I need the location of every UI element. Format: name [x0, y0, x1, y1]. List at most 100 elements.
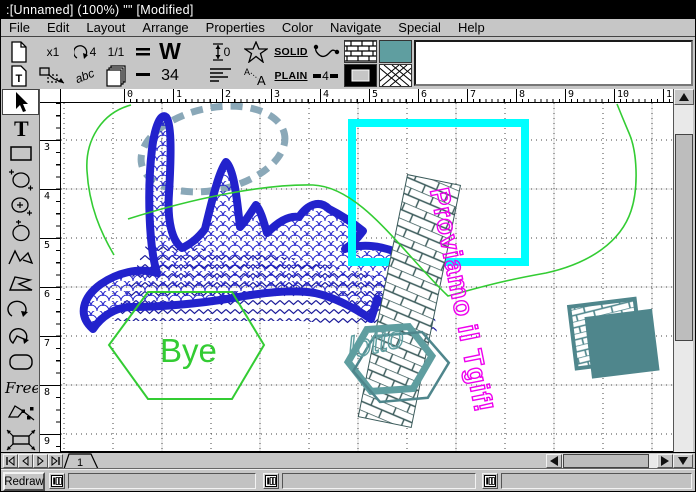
- scale-icon: [6, 429, 35, 451]
- font-size-icon: A A: [244, 67, 266, 86]
- ruler-number: 6: [44, 289, 51, 300]
- ruler-number: 5: [372, 89, 379, 100]
- freehand-icon: Free: [4, 379, 38, 397]
- rotate-arrow-icon: [73, 44, 88, 59]
- line-width-button[interactable]: [133, 40, 153, 63]
- vspace-button[interactable]: 0: [205, 40, 237, 63]
- tool-rectangle[interactable]: [2, 141, 39, 167]
- horizontal-scroll-thumb[interactable]: [563, 454, 649, 468]
- new-page-button[interactable]: [5, 40, 33, 63]
- tool-scale[interactable]: [2, 427, 39, 453]
- scroll-down-button[interactable]: [673, 454, 693, 468]
- next-page-button[interactable]: [33, 454, 48, 468]
- move-button[interactable]: [37, 64, 67, 87]
- tool-arc-ccw[interactable]: [2, 297, 39, 323]
- ruler-number: 2: [225, 89, 232, 100]
- status-panel-toggle-3[interactable]: [482, 473, 498, 489]
- prev-page-button[interactable]: [18, 454, 33, 468]
- scroll-up-button[interactable]: [674, 89, 694, 105]
- menu-properties[interactable]: Properties: [205, 20, 265, 35]
- tool-arc-corner[interactable]: [2, 167, 39, 193]
- text-page-button[interactable]: T: [5, 64, 33, 87]
- teal-thick-hexagon-shape[interactable]: [343, 322, 437, 396]
- text-align-button[interactable]: [205, 64, 237, 87]
- green-arc-shape[interactable]: [86, 104, 132, 256]
- fill-pattern-swatch[interactable]: [344, 40, 377, 63]
- pen-style-button[interactable]: SOLID: [274, 45, 308, 58]
- shape-button[interactable]: [241, 40, 271, 63]
- menu-help[interactable]: Help: [457, 20, 485, 35]
- status-panel-3: [501, 473, 692, 489]
- teal-card-front[interactable]: [584, 308, 660, 379]
- scroll-right-button[interactable]: [657, 454, 673, 468]
- brick-banner-shape[interactable]: [357, 174, 462, 429]
- green-spline-shape[interactable]: [127, 103, 637, 297]
- svg-text:T: T: [16, 73, 23, 85]
- line-width2-button[interactable]: [133, 64, 153, 87]
- bezier-curve-icon: [313, 44, 339, 57]
- menu-special[interactable]: Special: [398, 20, 441, 35]
- last-page-button[interactable]: [48, 454, 63, 468]
- scroll-left-button[interactable]: [546, 454, 562, 468]
- canvas-art: Proviamo il Tgif! Bye lotto: [61, 103, 673, 451]
- stacked-pages-button[interactable]: [101, 64, 131, 87]
- fill-style-icon: [345, 65, 376, 86]
- tool-edit-vertex[interactable]: [2, 401, 39, 427]
- ruler-number: 1: [176, 89, 183, 100]
- hexagon-text[interactable]: Bye: [160, 332, 217, 369]
- spline-button[interactable]: [309, 40, 342, 63]
- teal-cards-shape[interactable]: [566, 296, 660, 380]
- tool-select[interactable]: [2, 89, 39, 115]
- dash-icon: [313, 73, 322, 78]
- vertical-scrollbar[interactable]: [673, 89, 694, 452]
- spell-button[interactable]: abc: [73, 65, 97, 86]
- tool-ellipse[interactable]: [2, 219, 39, 245]
- tool-polyline[interactable]: [2, 245, 39, 271]
- first-page-icon: [6, 456, 15, 466]
- menu-file[interactable]: File: [9, 20, 30, 35]
- menu-layout[interactable]: Layout: [86, 20, 126, 35]
- menu-edit[interactable]: Edit: [46, 20, 70, 35]
- tool-arc-cw[interactable]: [2, 323, 39, 349]
- message-panel: [414, 40, 693, 86]
- tool-rounded-rectangle[interactable]: [2, 349, 39, 375]
- fill-style-button[interactable]: [344, 64, 377, 87]
- left-arrow-icon: [550, 456, 558, 466]
- dash-icon: [329, 73, 338, 78]
- menu-arrange[interactable]: Arrange: [142, 20, 189, 35]
- drawing-canvas[interactable]: Proviamo il Tgif! Bye lotto: [61, 103, 673, 452]
- tool-text[interactable]: T: [2, 115, 39, 141]
- down-arrow-icon: [678, 457, 688, 465]
- first-page-button[interactable]: [3, 454, 18, 468]
- vertical-scroll-thumb[interactable]: [675, 134, 693, 341]
- menu-navigate[interactable]: Navigate: [329, 20, 382, 35]
- green-hexagon-shape[interactable]: [107, 291, 266, 400]
- zoom-indicator[interactable]: x1: [46, 44, 60, 59]
- blue-scribble-shape[interactable]: [79, 112, 432, 333]
- font-scale-button[interactable]: A A: [241, 64, 271, 87]
- teal-thin-hexagon-shape[interactable]: [350, 330, 451, 404]
- font-size-indicator[interactable]: 34: [161, 66, 179, 84]
- tool-freehand[interactable]: Free: [2, 375, 39, 401]
- horizontal-scrollbar[interactable]: [546, 454, 673, 468]
- status-panel-toggle-2[interactable]: [263, 473, 279, 489]
- ruler-number: 7: [44, 338, 51, 349]
- menu-color[interactable]: Color: [281, 20, 313, 35]
- rotate-button[interactable]: 4: [69, 40, 101, 63]
- tool-ellipse-center[interactable]: [2, 193, 39, 219]
- text-style-button[interactable]: PLAIN: [274, 69, 308, 82]
- page-indicator[interactable]: 1/1: [107, 44, 125, 59]
- status-panel-toggle-1[interactable]: [49, 473, 65, 489]
- menubar: File Edit Layout Arrange Properties Colo…: [1, 19, 695, 37]
- redraw-button[interactable]: Redraw: [3, 472, 45, 491]
- window-title: :[Unnamed] (100%) "" [Modified]: [6, 3, 194, 17]
- tab-bar: 1: [1, 452, 695, 469]
- dash-style-button[interactable]: 4: [309, 64, 342, 87]
- ruler-number: 5: [44, 240, 51, 251]
- color-swatch[interactable]: [379, 40, 412, 63]
- titlebar[interactable]: :[Unnamed] (100%) "" [Modified]: [1, 1, 695, 19]
- font-sample[interactable]: W: [159, 37, 181, 64]
- tool-polygon[interactable]: [2, 271, 39, 297]
- hatch-swatch[interactable]: [379, 64, 412, 87]
- page-tab[interactable]: 1: [63, 453, 99, 469]
